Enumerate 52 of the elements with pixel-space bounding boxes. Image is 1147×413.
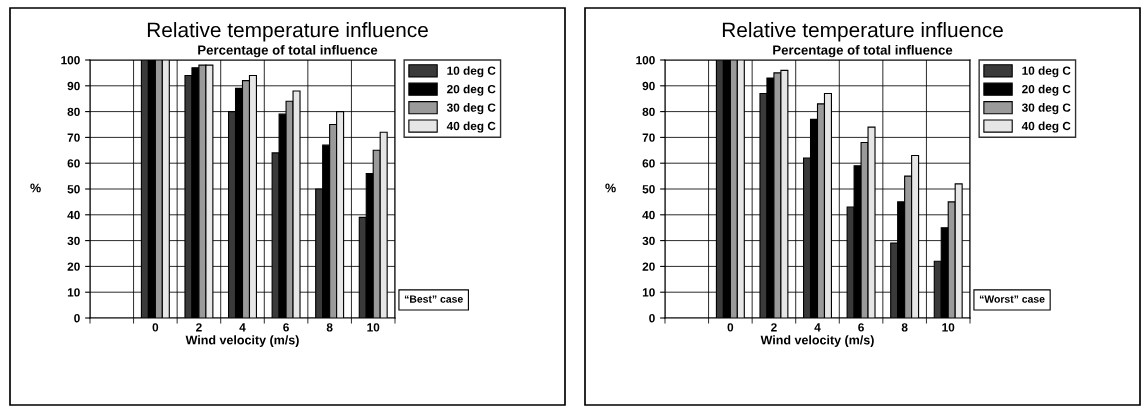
text: “Worst” case	[979, 295, 1045, 303]
y-tick-label: 30	[642, 236, 655, 246]
y-tick-label: 90	[67, 81, 80, 91]
x-tick-label: 8	[326, 323, 333, 332]
y-tick-label: 100	[636, 56, 655, 65]
y-tick-label: 40	[642, 210, 655, 220]
legend-label: 10 deg C	[1022, 66, 1071, 78]
y-tick-label: 0	[74, 314, 80, 323]
x-tick-label: 6	[858, 323, 864, 332]
y-tick-label: 60	[67, 159, 80, 168]
y-tick-label: 10	[642, 288, 655, 297]
legend-label: 20 deg C	[447, 84, 496, 96]
x-axis-title: Wind velocity (m/s)	[760, 335, 874, 347]
y-tick-label: 50	[642, 185, 655, 194]
y-tick-label: 0	[649, 314, 655, 323]
x-tick-label: 4	[239, 323, 246, 332]
legend-label: 40 deg C	[1021, 121, 1071, 133]
legend-label: 30 deg C	[446, 103, 496, 115]
text: “Best” case	[404, 295, 463, 303]
y-axis-title: %	[30, 183, 41, 193]
y-tick-label: 90	[642, 81, 655, 91]
x-tick-label: 2	[196, 323, 202, 332]
y-tick-label: 70	[67, 133, 80, 142]
x-tick-label: 6	[283, 323, 289, 332]
y-tick-label: 80	[67, 107, 80, 116]
legend-label: 10 deg C	[447, 66, 496, 78]
y-tick-label: 40	[67, 210, 80, 220]
y-tick-label: 10	[67, 288, 80, 297]
legend-label: 40 deg C	[446, 121, 496, 133]
y-axis-title: %	[605, 183, 616, 193]
y-tick-label: 20	[67, 262, 80, 271]
x-tick-label: 0	[727, 323, 734, 332]
y-tick-label: 70	[642, 133, 655, 142]
y-tick-label: 30	[67, 236, 80, 246]
chart-title: Relative temperature influence	[722, 22, 1003, 42]
y-tick-label: 80	[642, 107, 655, 116]
chart-title: Relative temperature influence	[147, 22, 428, 42]
x-tick-label: 0	[152, 323, 159, 332]
x-tick-label: 10	[942, 323, 955, 332]
y-tick-label: 100	[61, 56, 80, 65]
legend-label: 20 deg C	[1022, 84, 1071, 96]
y-tick-label: 60	[642, 159, 655, 168]
x-tick-label: 4	[814, 323, 821, 332]
legend-label: 30 deg C	[1021, 103, 1071, 115]
chart-subtitle: Percentage of total influence	[198, 45, 378, 58]
chart-subtitle: Percentage of total influence	[773, 45, 953, 58]
x-axis-title: Wind velocity (m/s)	[185, 335, 299, 347]
y-tick-label: 20	[642, 262, 655, 271]
y-tick-label: 50	[67, 185, 80, 194]
x-tick-label: 8	[901, 323, 908, 332]
x-tick-label: 2	[771, 323, 777, 332]
x-tick-label: 10	[367, 323, 380, 332]
